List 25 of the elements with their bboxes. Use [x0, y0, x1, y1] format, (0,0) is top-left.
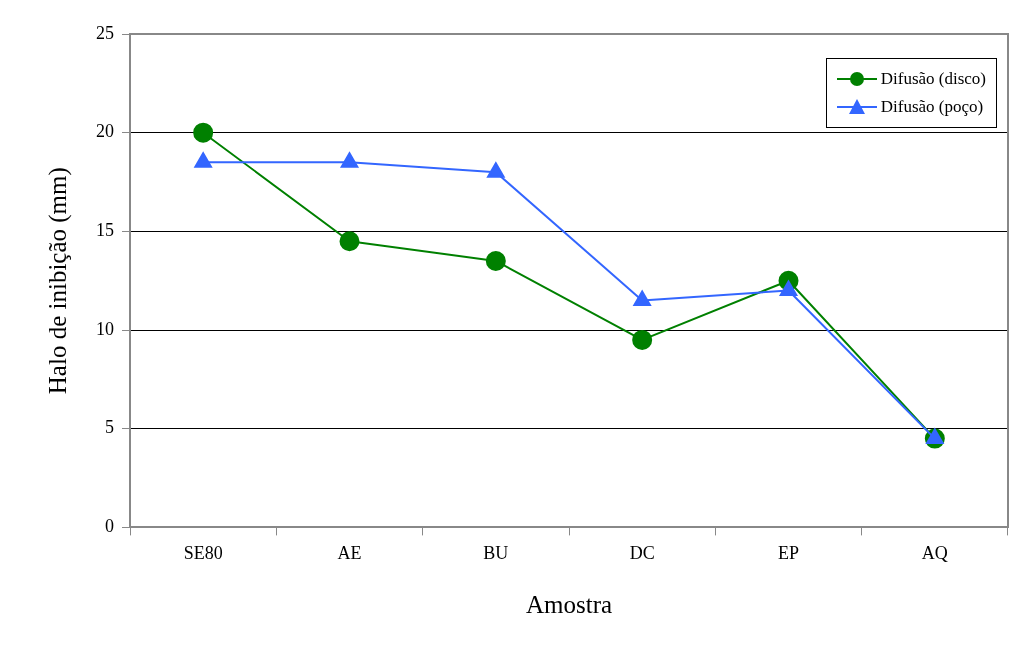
- x-tick-label: DC: [629, 542, 655, 563]
- y-tick-label: 0: [105, 516, 114, 537]
- point: [193, 122, 214, 143]
- x-tick-label: EP: [777, 542, 800, 563]
- point: [339, 231, 360, 252]
- legend-label: Difusão (disco): [880, 69, 986, 89]
- point: [485, 250, 506, 271]
- y-tick-label: 20: [96, 121, 114, 142]
- point: [779, 280, 798, 297]
- x-tick-label: AE: [337, 542, 362, 563]
- point: [340, 152, 359, 168]
- y-tick-label: 15: [96, 220, 114, 241]
- x-tick-label: BU: [483, 542, 509, 563]
- y-axis-title: Halo de inibição (mm): [43, 167, 72, 395]
- x-tick-label: SE80: [183, 542, 223, 563]
- point: [194, 152, 212, 168]
- x-axis-title: Amostra: [525, 590, 613, 618]
- point: [632, 329, 653, 350]
- point: [633, 290, 651, 306]
- y-tick-label: 10: [96, 318, 114, 339]
- x-tick-label: AQ: [921, 542, 948, 563]
- legend-label: Difusão (poço): [880, 97, 984, 117]
- point: [487, 162, 505, 178]
- y-tick-label: 5: [105, 417, 114, 438]
- y-tick-label: 25: [96, 22, 114, 43]
